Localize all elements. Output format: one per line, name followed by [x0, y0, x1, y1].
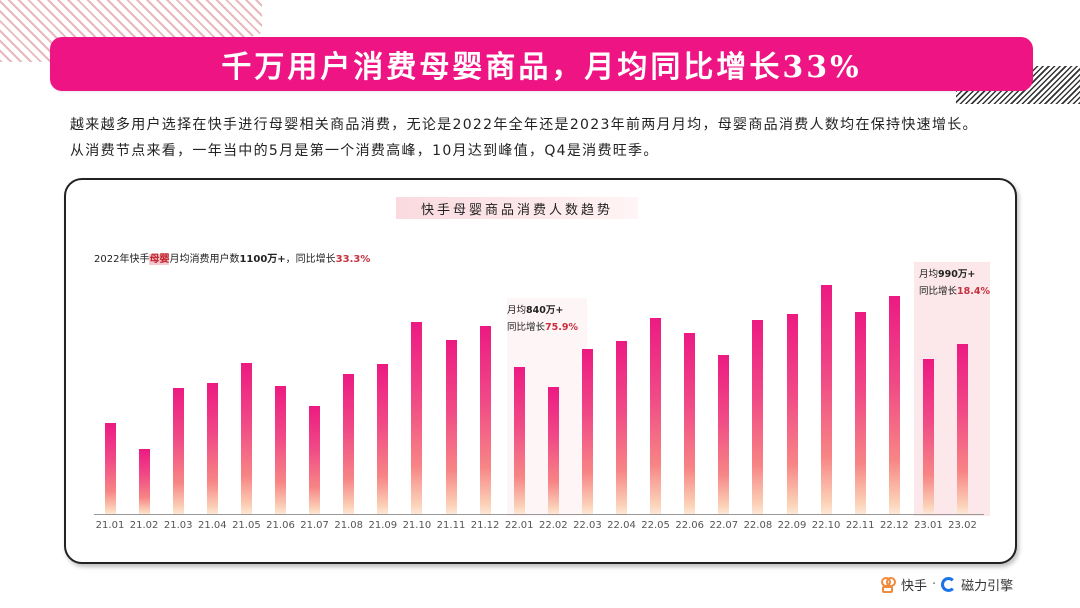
annotation-growth: 75.9%	[545, 322, 578, 333]
cili-engine-logo-icon	[941, 577, 957, 592]
bar-22.11	[854, 312, 866, 514]
summary-highlight: 母婴	[149, 254, 170, 265]
x-axis-label: 22.10	[811, 520, 841, 531]
x-axis-label: 21.05	[232, 520, 261, 531]
description: 越来越多用户选择在快手进行母婴相关商品消费，无论是2022年全年还是2023年前…	[70, 112, 1050, 164]
x-axis-line	[94, 514, 984, 515]
x-axis-label: 21.09	[368, 520, 398, 531]
x-axis-label: 22.08	[743, 520, 773, 531]
x-axis-label: 22.05	[641, 520, 670, 531]
annotation-2022: 月均840万+ 同比增长75.9%	[507, 302, 578, 336]
x-axis-label: 22.07	[709, 520, 739, 531]
footer-logo: 快手 · 磁力引擎	[880, 575, 1013, 594]
x-axis-label: 22.06	[675, 520, 704, 531]
brand-cili-engine: 磁力引擎	[961, 579, 1014, 594]
x-axis-label: 23.01	[914, 520, 943, 531]
bar-23.01	[922, 359, 934, 514]
bar-23.02	[957, 344, 968, 514]
bar-21.05	[240, 363, 252, 514]
x-axis-label: 22.12	[879, 520, 909, 531]
annotation-label: 月均	[919, 269, 939, 280]
bar-22.02	[547, 387, 559, 514]
x-axis-label: 21.04	[197, 520, 227, 531]
bar-21.06	[275, 386, 286, 514]
bar-21.04	[206, 383, 218, 514]
x-axis-labels: 21.01 21.02 21.03 21.04 21.05 21.06 21.07 21.08…	[94, 520, 984, 536]
bar-22.08	[752, 320, 764, 514]
summary-middle: 月均消费用户数	[169, 254, 240, 265]
bar-21.12	[479, 326, 491, 514]
x-axis-label: 23.02	[948, 520, 977, 531]
annotation-growth-label: 同比增长	[507, 322, 546, 333]
x-axis-label: 21.08	[334, 520, 363, 531]
bar-21.08	[343, 374, 355, 514]
summary-growth: 33.3%	[335, 254, 371, 265]
annotation-growth: 18.4%	[957, 286, 990, 297]
bar-22.10	[820, 285, 832, 514]
x-axis-label: 21.12	[470, 520, 500, 531]
x-axis-label: 21.06	[266, 520, 295, 531]
summary-note: 2022年快手母婴月均消费用户数1100万+，同比增长33.3%	[94, 250, 370, 265]
annotation-growth-label: 同比增长	[919, 286, 958, 297]
bar-plot-area	[94, 180, 984, 514]
brand-separator: ·	[932, 577, 937, 592]
summary-sep: ，同比增长	[285, 254, 336, 265]
x-axis-label: 22.09	[777, 520, 807, 531]
page-title: 千万用户消费母婴商品，月均同比增长33%	[221, 50, 862, 85]
x-axis-label: 22.02	[538, 520, 568, 531]
bar-21.01	[104, 423, 116, 514]
chart-title: 快手母婴商品消费人数趋势	[396, 197, 638, 219]
chart-card: 快手母婴商品消费人数趋势 2022年快手母婴月均消费用户数1100万+，同比增长…	[64, 178, 1017, 564]
bar-21.07	[309, 406, 321, 514]
bar-22.01	[513, 367, 525, 514]
x-axis-label: 21.07	[300, 520, 329, 531]
kuaishou-logo-icon	[880, 576, 896, 593]
bar-22.03	[581, 349, 593, 514]
bar-21.02	[138, 449, 150, 514]
bar-22.12	[888, 296, 900, 514]
annotation-value: 840万+	[526, 305, 564, 316]
description-line-1: 越来越多用户选择在快手进行母婴相关商品消费，无论是2022年全年还是2023年前…	[70, 117, 978, 133]
bar-22.09	[786, 314, 798, 514]
summary-prefix: 2022年快手	[94, 254, 150, 265]
description-line-2: 从消费节点来看，一年当中的5月是第一个消费高峰，10月达到峰值，Q4是消费旺季。	[70, 143, 659, 159]
x-axis-label: 21.03	[163, 520, 193, 531]
x-axis-label: 21.10	[402, 520, 432, 531]
x-axis-label: 22.01	[504, 520, 534, 531]
title-banner: 千万用户消费母婴商品，月均同比增长33%	[50, 37, 1033, 91]
x-axis-label: 21.11	[436, 520, 466, 531]
x-axis-label: 22.03	[573, 520, 602, 531]
bar-21.03	[172, 388, 184, 514]
annotation-label: 月均	[507, 305, 527, 316]
bar-22.05	[650, 318, 662, 514]
chart-title-text: 快手母婴商品消费人数趋势	[420, 202, 613, 218]
bar-22.07	[718, 355, 730, 514]
x-axis-label: 21.01	[95, 520, 125, 531]
bar-21.10	[411, 322, 423, 514]
bar-21.11	[445, 340, 457, 514]
bar-22.06	[684, 333, 696, 514]
x-axis-label: 21.02	[129, 520, 159, 531]
annotation-value: 990万+	[938, 269, 976, 280]
summary-value: 1100万+	[239, 254, 286, 265]
bar-22.04	[616, 341, 627, 514]
annotation-2023: 月均990万+ 同比增长18.4%	[919, 266, 990, 300]
brand-kuaishou: 快手	[901, 579, 928, 594]
x-axis-label: 22.04	[607, 520, 636, 531]
bar-21.09	[377, 364, 389, 514]
x-axis-label: 22.11	[845, 520, 875, 531]
